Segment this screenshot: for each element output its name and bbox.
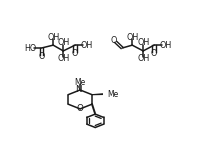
Text: O: O — [72, 49, 78, 58]
Text: OH: OH — [137, 38, 149, 47]
Text: O: O — [151, 49, 157, 58]
Text: N: N — [76, 85, 82, 94]
Text: OH: OH — [137, 54, 149, 63]
Text: Me: Me — [74, 78, 86, 87]
Text: OH: OH — [47, 33, 59, 42]
Text: OH: OH — [57, 38, 69, 47]
Polygon shape — [92, 93, 103, 95]
Text: Me: Me — [107, 90, 118, 99]
Text: OH: OH — [57, 54, 69, 63]
Text: HO: HO — [24, 44, 36, 52]
Text: O: O — [77, 104, 84, 113]
Text: OH: OH — [126, 33, 138, 42]
Text: O: O — [111, 36, 117, 45]
Text: OH: OH — [160, 41, 172, 50]
Text: O: O — [38, 52, 45, 61]
Text: OH: OH — [81, 41, 93, 50]
